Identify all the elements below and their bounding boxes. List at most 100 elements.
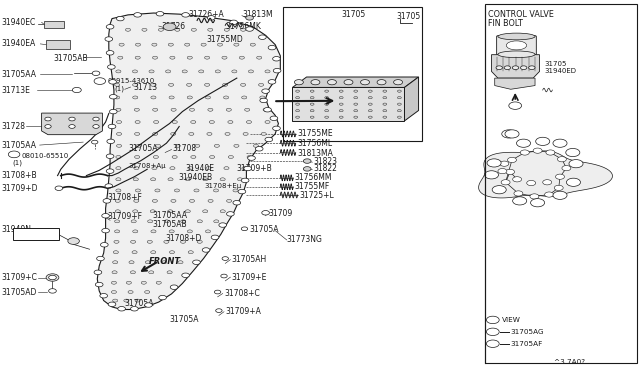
- Circle shape: [486, 316, 499, 324]
- Circle shape: [116, 108, 121, 111]
- Circle shape: [106, 51, 114, 55]
- Circle shape: [205, 230, 211, 233]
- Circle shape: [186, 178, 191, 181]
- Text: a: a: [491, 317, 495, 323]
- Circle shape: [203, 210, 208, 213]
- Circle shape: [188, 167, 193, 170]
- Circle shape: [310, 109, 314, 112]
- Circle shape: [223, 83, 228, 86]
- Circle shape: [49, 275, 56, 280]
- Circle shape: [227, 199, 232, 202]
- Circle shape: [230, 20, 237, 25]
- Circle shape: [265, 70, 270, 73]
- Circle shape: [215, 70, 220, 73]
- Circle shape: [195, 144, 200, 147]
- Circle shape: [536, 137, 550, 145]
- Circle shape: [169, 230, 174, 233]
- Circle shape: [198, 70, 204, 73]
- Text: W: W: [97, 78, 102, 84]
- Circle shape: [264, 108, 271, 112]
- Text: b: b: [518, 198, 522, 203]
- Circle shape: [203, 178, 208, 181]
- Text: 31709: 31709: [269, 209, 293, 218]
- Circle shape: [135, 56, 140, 59]
- Circle shape: [546, 150, 555, 155]
- Circle shape: [172, 121, 177, 124]
- Circle shape: [253, 144, 259, 147]
- Circle shape: [102, 214, 109, 218]
- Circle shape: [134, 167, 139, 170]
- Circle shape: [116, 16, 124, 21]
- Circle shape: [262, 89, 269, 93]
- Circle shape: [246, 16, 253, 20]
- Circle shape: [513, 177, 522, 182]
- Circle shape: [182, 13, 189, 17]
- Text: 31705AB: 31705AB: [53, 54, 88, 63]
- Circle shape: [136, 189, 141, 192]
- Circle shape: [214, 144, 220, 147]
- Circle shape: [113, 261, 118, 264]
- Circle shape: [222, 56, 227, 59]
- Circle shape: [225, 132, 230, 135]
- Circle shape: [383, 103, 387, 105]
- Circle shape: [566, 178, 580, 186]
- Circle shape: [150, 210, 156, 213]
- Circle shape: [136, 43, 141, 46]
- Circle shape: [554, 185, 563, 190]
- Text: b: b: [510, 131, 514, 137]
- Circle shape: [111, 281, 116, 284]
- Circle shape: [201, 43, 206, 46]
- Circle shape: [324, 109, 328, 112]
- Circle shape: [369, 116, 372, 118]
- Circle shape: [506, 169, 515, 174]
- Text: 31940EA: 31940EA: [1, 39, 36, 48]
- Circle shape: [115, 96, 120, 99]
- Text: 31705A: 31705A: [125, 299, 154, 308]
- Bar: [292, 87, 404, 121]
- Circle shape: [45, 117, 51, 121]
- Text: c: c: [536, 200, 539, 205]
- Circle shape: [265, 121, 270, 124]
- Circle shape: [129, 261, 134, 264]
- Circle shape: [244, 108, 250, 111]
- Circle shape: [109, 94, 117, 99]
- Text: 31940EB: 31940EB: [178, 173, 212, 182]
- Circle shape: [394, 80, 403, 85]
- Text: B: B: [12, 152, 16, 157]
- Circle shape: [508, 157, 516, 163]
- Text: b: b: [572, 180, 575, 185]
- Circle shape: [108, 302, 116, 307]
- Circle shape: [145, 303, 152, 307]
- Circle shape: [171, 132, 176, 135]
- Circle shape: [569, 160, 583, 168]
- Circle shape: [383, 97, 387, 99]
- Text: 31823: 31823: [314, 157, 338, 166]
- Bar: [283, 7, 422, 141]
- Circle shape: [241, 28, 246, 31]
- Circle shape: [170, 56, 175, 59]
- Circle shape: [505, 130, 519, 138]
- Circle shape: [170, 285, 178, 289]
- Circle shape: [220, 178, 225, 181]
- Text: 31755MD: 31755MD: [206, 35, 243, 44]
- Circle shape: [118, 307, 125, 311]
- Text: 31940N: 31940N: [1, 225, 31, 234]
- Circle shape: [151, 96, 156, 99]
- Circle shape: [328, 80, 337, 85]
- Circle shape: [248, 70, 253, 73]
- Circle shape: [303, 159, 311, 163]
- Circle shape: [512, 66, 519, 70]
- Circle shape: [180, 240, 186, 243]
- Circle shape: [214, 220, 219, 223]
- Circle shape: [294, 80, 303, 85]
- Circle shape: [174, 189, 179, 192]
- Text: 31705A: 31705A: [170, 315, 199, 324]
- Circle shape: [92, 71, 100, 76]
- Circle shape: [185, 210, 190, 213]
- Circle shape: [197, 220, 202, 223]
- Circle shape: [197, 240, 202, 243]
- Circle shape: [167, 271, 172, 274]
- Circle shape: [241, 227, 248, 231]
- Text: 31726: 31726: [161, 22, 186, 31]
- Text: 31813M: 31813M: [242, 10, 273, 19]
